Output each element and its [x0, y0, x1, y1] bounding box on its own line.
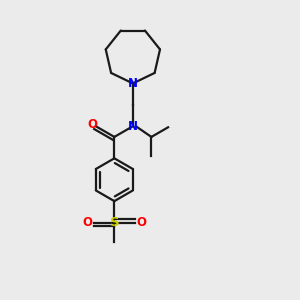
Text: O: O: [136, 216, 146, 229]
Text: S: S: [110, 216, 119, 229]
Text: O: O: [88, 118, 98, 131]
Text: O: O: [82, 216, 92, 229]
Text: N: N: [128, 120, 138, 133]
Text: N: N: [128, 77, 138, 90]
